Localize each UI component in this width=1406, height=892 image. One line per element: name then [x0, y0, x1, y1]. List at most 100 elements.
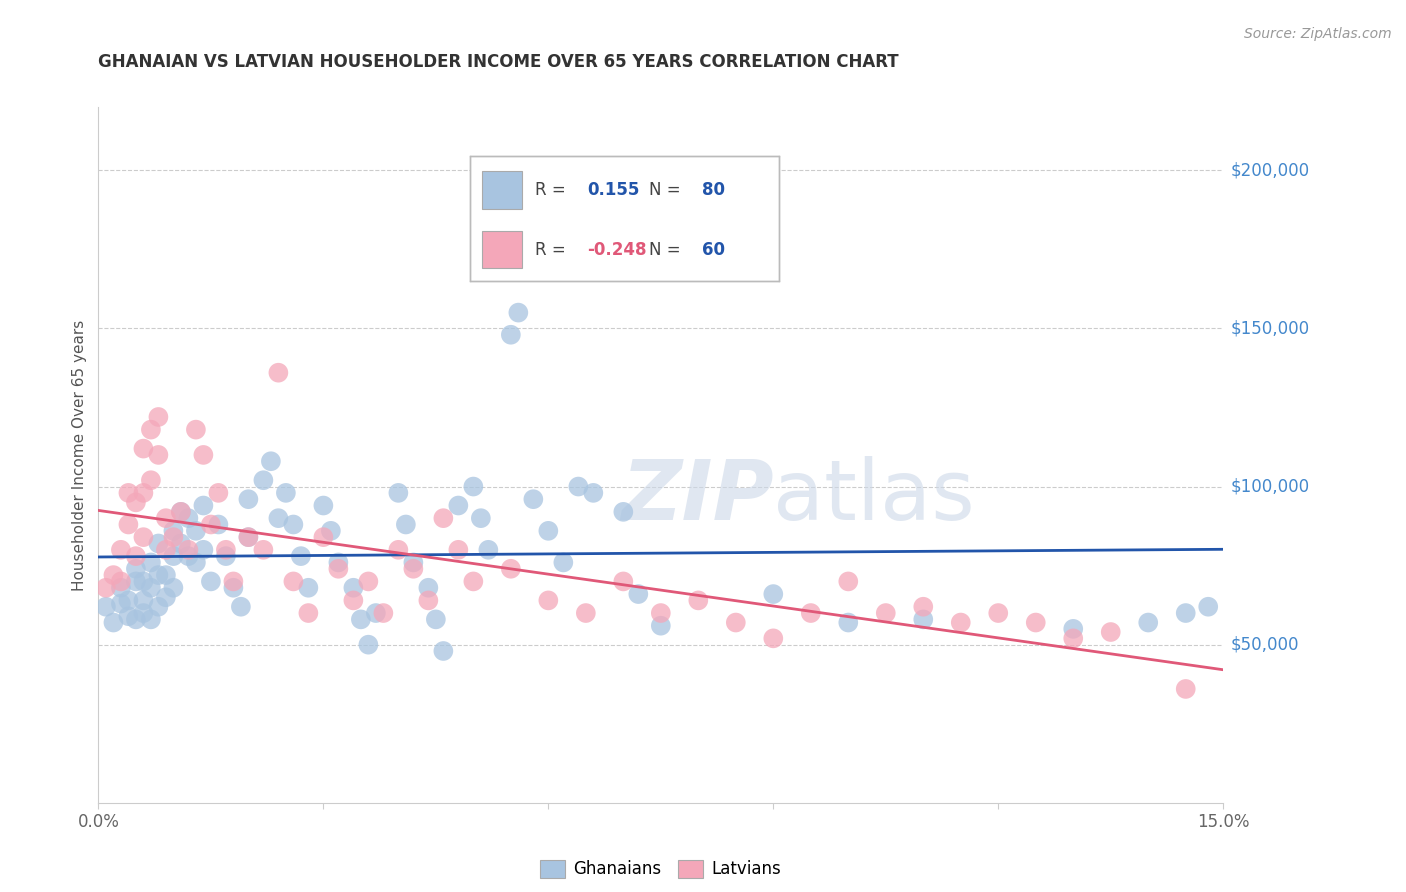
Point	[117, 609, 139, 624]
Point	[267, 366, 290, 380]
Text: ZIP: ZIP	[620, 456, 773, 537]
Point	[297, 581, 319, 595]
Point	[274, 486, 297, 500]
Point	[125, 612, 148, 626]
Point	[470, 511, 492, 525]
Legend: Ghanaians, Latvians: Ghanaians, Latvians	[533, 853, 789, 885]
Point	[432, 511, 454, 525]
Point	[139, 612, 162, 626]
Point	[582, 486, 605, 500]
Point	[402, 562, 425, 576]
Point	[357, 638, 380, 652]
Point	[875, 606, 897, 620]
Point	[1099, 625, 1122, 640]
Point	[125, 574, 148, 589]
Point	[103, 568, 125, 582]
Point	[110, 542, 132, 557]
Point	[193, 542, 215, 557]
Point	[837, 615, 859, 630]
Point	[207, 517, 229, 532]
Point	[1062, 622, 1084, 636]
Point	[155, 568, 177, 582]
Point	[139, 423, 162, 437]
Point	[418, 581, 440, 595]
Point	[117, 593, 139, 607]
Point	[463, 574, 485, 589]
Text: -0.248: -0.248	[588, 241, 647, 259]
Point	[200, 574, 222, 589]
Point	[117, 486, 139, 500]
Point	[267, 511, 290, 525]
Point	[155, 542, 177, 557]
Point	[162, 524, 184, 538]
Point	[155, 511, 177, 525]
Point	[103, 615, 125, 630]
Point	[283, 517, 305, 532]
Point	[177, 511, 200, 525]
Point	[575, 606, 598, 620]
Text: $150,000: $150,000	[1230, 319, 1309, 337]
Point	[162, 549, 184, 563]
Point	[139, 581, 162, 595]
Point	[193, 499, 215, 513]
Text: Source: ZipAtlas.com: Source: ZipAtlas.com	[1244, 27, 1392, 41]
Text: 60: 60	[702, 241, 724, 259]
Point	[177, 542, 200, 557]
Text: N =: N =	[650, 241, 686, 259]
Point	[132, 442, 155, 456]
Point	[110, 574, 132, 589]
Point	[499, 327, 522, 342]
Point	[762, 632, 785, 646]
Text: GHANAIAN VS LATVIAN HOUSEHOLDER INCOME OVER 65 YEARS CORRELATION CHART: GHANAIAN VS LATVIAN HOUSEHOLDER INCOME O…	[98, 54, 898, 71]
FancyBboxPatch shape	[482, 171, 522, 209]
Point	[463, 479, 485, 493]
Point	[1174, 606, 1197, 620]
Point	[537, 524, 560, 538]
Point	[148, 409, 170, 424]
Point	[238, 492, 260, 507]
Point	[184, 524, 207, 538]
Point	[499, 562, 522, 576]
Point	[477, 542, 499, 557]
Point	[260, 454, 283, 468]
Point	[537, 593, 560, 607]
Point	[222, 581, 245, 595]
Point	[94, 599, 117, 614]
Point	[132, 486, 155, 500]
Point	[837, 574, 859, 589]
Point	[170, 505, 193, 519]
Point	[132, 606, 155, 620]
Point	[207, 486, 229, 500]
Point	[290, 549, 312, 563]
Text: atlas: atlas	[773, 456, 974, 537]
Point	[148, 599, 170, 614]
Point	[200, 517, 222, 532]
Point	[650, 618, 672, 632]
Text: $200,000: $200,000	[1230, 161, 1309, 179]
Text: $50,000: $50,000	[1230, 636, 1299, 654]
Point	[418, 593, 440, 607]
Point	[177, 549, 200, 563]
Point	[949, 615, 972, 630]
Point	[688, 593, 710, 607]
Point	[297, 606, 319, 620]
Point	[312, 499, 335, 513]
Point	[162, 581, 184, 595]
Text: R =: R =	[534, 241, 571, 259]
Point	[155, 591, 177, 605]
Point	[650, 606, 672, 620]
Point	[139, 473, 162, 487]
Point	[148, 568, 170, 582]
Point	[328, 556, 350, 570]
Point	[148, 536, 170, 550]
Point	[1197, 599, 1219, 614]
Point	[312, 530, 335, 544]
Point	[402, 556, 425, 570]
Point	[328, 562, 350, 576]
Point	[94, 581, 117, 595]
Point	[395, 517, 418, 532]
Point	[132, 593, 155, 607]
Point	[447, 542, 470, 557]
Point	[117, 517, 139, 532]
Y-axis label: Householder Income Over 65 years: Householder Income Over 65 years	[72, 319, 87, 591]
